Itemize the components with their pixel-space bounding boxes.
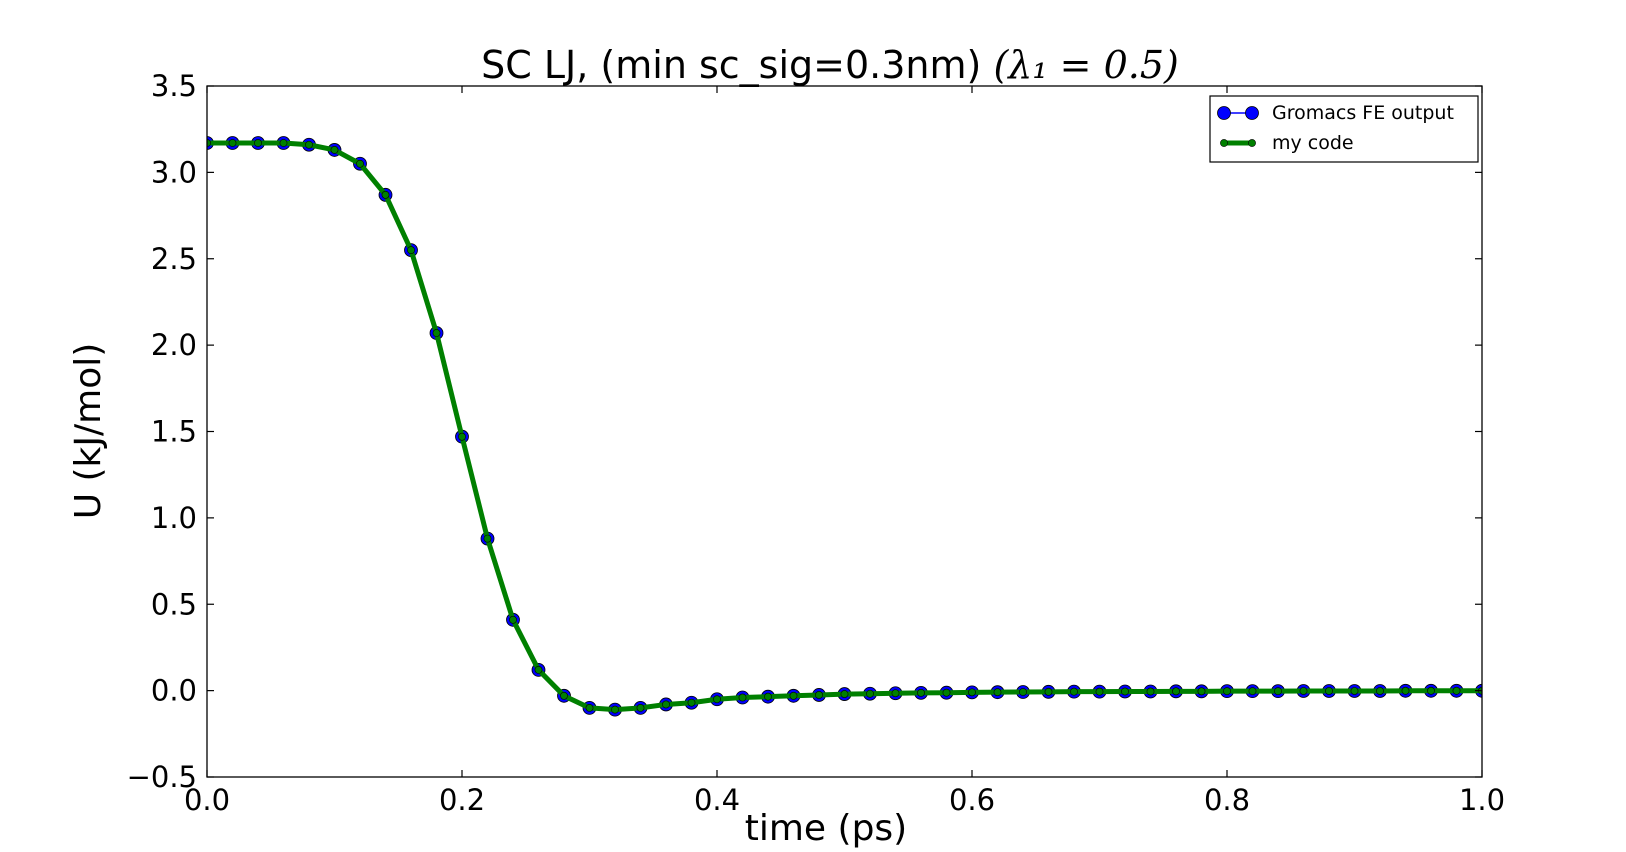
data-point-my-code (1452, 686, 1461, 695)
data-point-my-code (1121, 687, 1129, 696)
x-tick-label: 0.6 (949, 783, 995, 817)
data-point-my-code (254, 139, 262, 147)
data-point-my-code (993, 688, 1002, 697)
data-point-my-code (534, 665, 543, 674)
data-point-my-code (483, 534, 492, 543)
y-tick-label: 0.5 (151, 587, 197, 621)
data-point-my-code (1146, 687, 1155, 696)
chart-title-math: (λ₁ = 0.5) (993, 43, 1178, 87)
data-point-my-code (1019, 688, 1027, 696)
data-point-my-code (891, 689, 900, 698)
x-tick-label: 1.0 (1459, 783, 1505, 817)
data-point-my-code (968, 688, 976, 697)
data-point-my-code (330, 146, 339, 154)
data-point-my-code (1095, 687, 1104, 696)
y-tick-label: 1.5 (151, 415, 197, 449)
y-tick-label: −0.5 (127, 760, 197, 794)
data-point-my-code (764, 692, 772, 701)
data-point-my-code (432, 329, 441, 337)
data-point-my-code (356, 159, 364, 168)
data-point-my-code (713, 695, 721, 704)
legend: Gromacs FE output my code (1209, 95, 1479, 163)
data-point-my-code (458, 432, 466, 441)
data-point-my-code (509, 615, 517, 624)
data-point-my-code (279, 139, 288, 147)
y-tick-label: 2.5 (151, 242, 197, 276)
legend-label-gromacs-fe-output: Gromacs FE output (1272, 102, 1454, 124)
data-point-my-code (687, 698, 696, 707)
data-point-my-code (381, 190, 390, 199)
data-point-my-code (305, 140, 313, 149)
data-point-my-code (1197, 687, 1206, 696)
data-point-my-code (789, 691, 798, 700)
x-tick-label: 0.0 (184, 783, 230, 817)
data-point-my-code (207, 139, 211, 147)
data-point-my-code (1172, 687, 1180, 696)
data-point-my-code (1401, 686, 1410, 695)
legend-marker-gromacs-fe-output (1245, 106, 1259, 120)
data-point-my-code (1248, 687, 1257, 696)
x-tick-label: 0.8 (1204, 783, 1250, 817)
data-point-my-code (228, 139, 237, 147)
data-point-my-code (1044, 687, 1053, 696)
series-my-code (207, 139, 1482, 714)
y-tick-label: 1.0 (151, 501, 197, 535)
data-point-my-code (1350, 687, 1359, 695)
data-point-my-code (662, 700, 670, 709)
data-point-my-code (942, 688, 951, 697)
y-tick-label: 2.0 (151, 328, 197, 362)
x-axis-label: time (ps) (745, 808, 907, 849)
data-point-my-code (1427, 686, 1435, 695)
data-point-my-code (1299, 687, 1308, 695)
y-tick-label: 0.0 (151, 674, 197, 708)
legend-marker-my-code (1220, 139, 1228, 147)
data-point-my-code (1274, 687, 1282, 696)
data-point-my-code (1070, 687, 1078, 696)
x-tick-label: 0.4 (694, 783, 740, 817)
chart-title: SC LJ, (min sc_sig=0.3nm) (λ₁ = 0.5) (481, 43, 1179, 87)
data-point-my-code (866, 689, 874, 698)
legend-marker-my-code (1248, 139, 1256, 147)
legend-marker-gromacs-fe-output (1217, 106, 1231, 120)
y-tick-label: 3.0 (151, 155, 197, 189)
data-point-my-code (917, 688, 925, 697)
data-point-my-code (560, 691, 568, 700)
data-point-my-code (738, 693, 747, 702)
data-point-my-code (840, 690, 849, 698)
data-point-my-code (1223, 687, 1231, 696)
data-point-my-code (815, 691, 823, 699)
series-layer (207, 136, 1482, 717)
y-axis-label: U (kJ/mol) (68, 343, 109, 520)
legend-label-my-code: my code (1272, 132, 1354, 154)
chart-title-text: SC LJ, (min sc_sig=0.3nm) (481, 43, 993, 87)
data-point-my-code (1325, 687, 1333, 695)
y-tick-label: 3.5 (151, 69, 197, 103)
data-point-my-code (407, 246, 415, 255)
data-point-my-code (611, 705, 619, 714)
data-point-my-code (585, 704, 594, 712)
ticks-layer: 0.0 0.2 0.4 0.6 0.8 1.0−0.50.00.51.01.52.02.5… (127, 69, 1505, 817)
data-point-my-code (636, 704, 645, 712)
x-tick-label: 0.2 (439, 783, 485, 817)
data-point-my-code (1376, 687, 1384, 695)
